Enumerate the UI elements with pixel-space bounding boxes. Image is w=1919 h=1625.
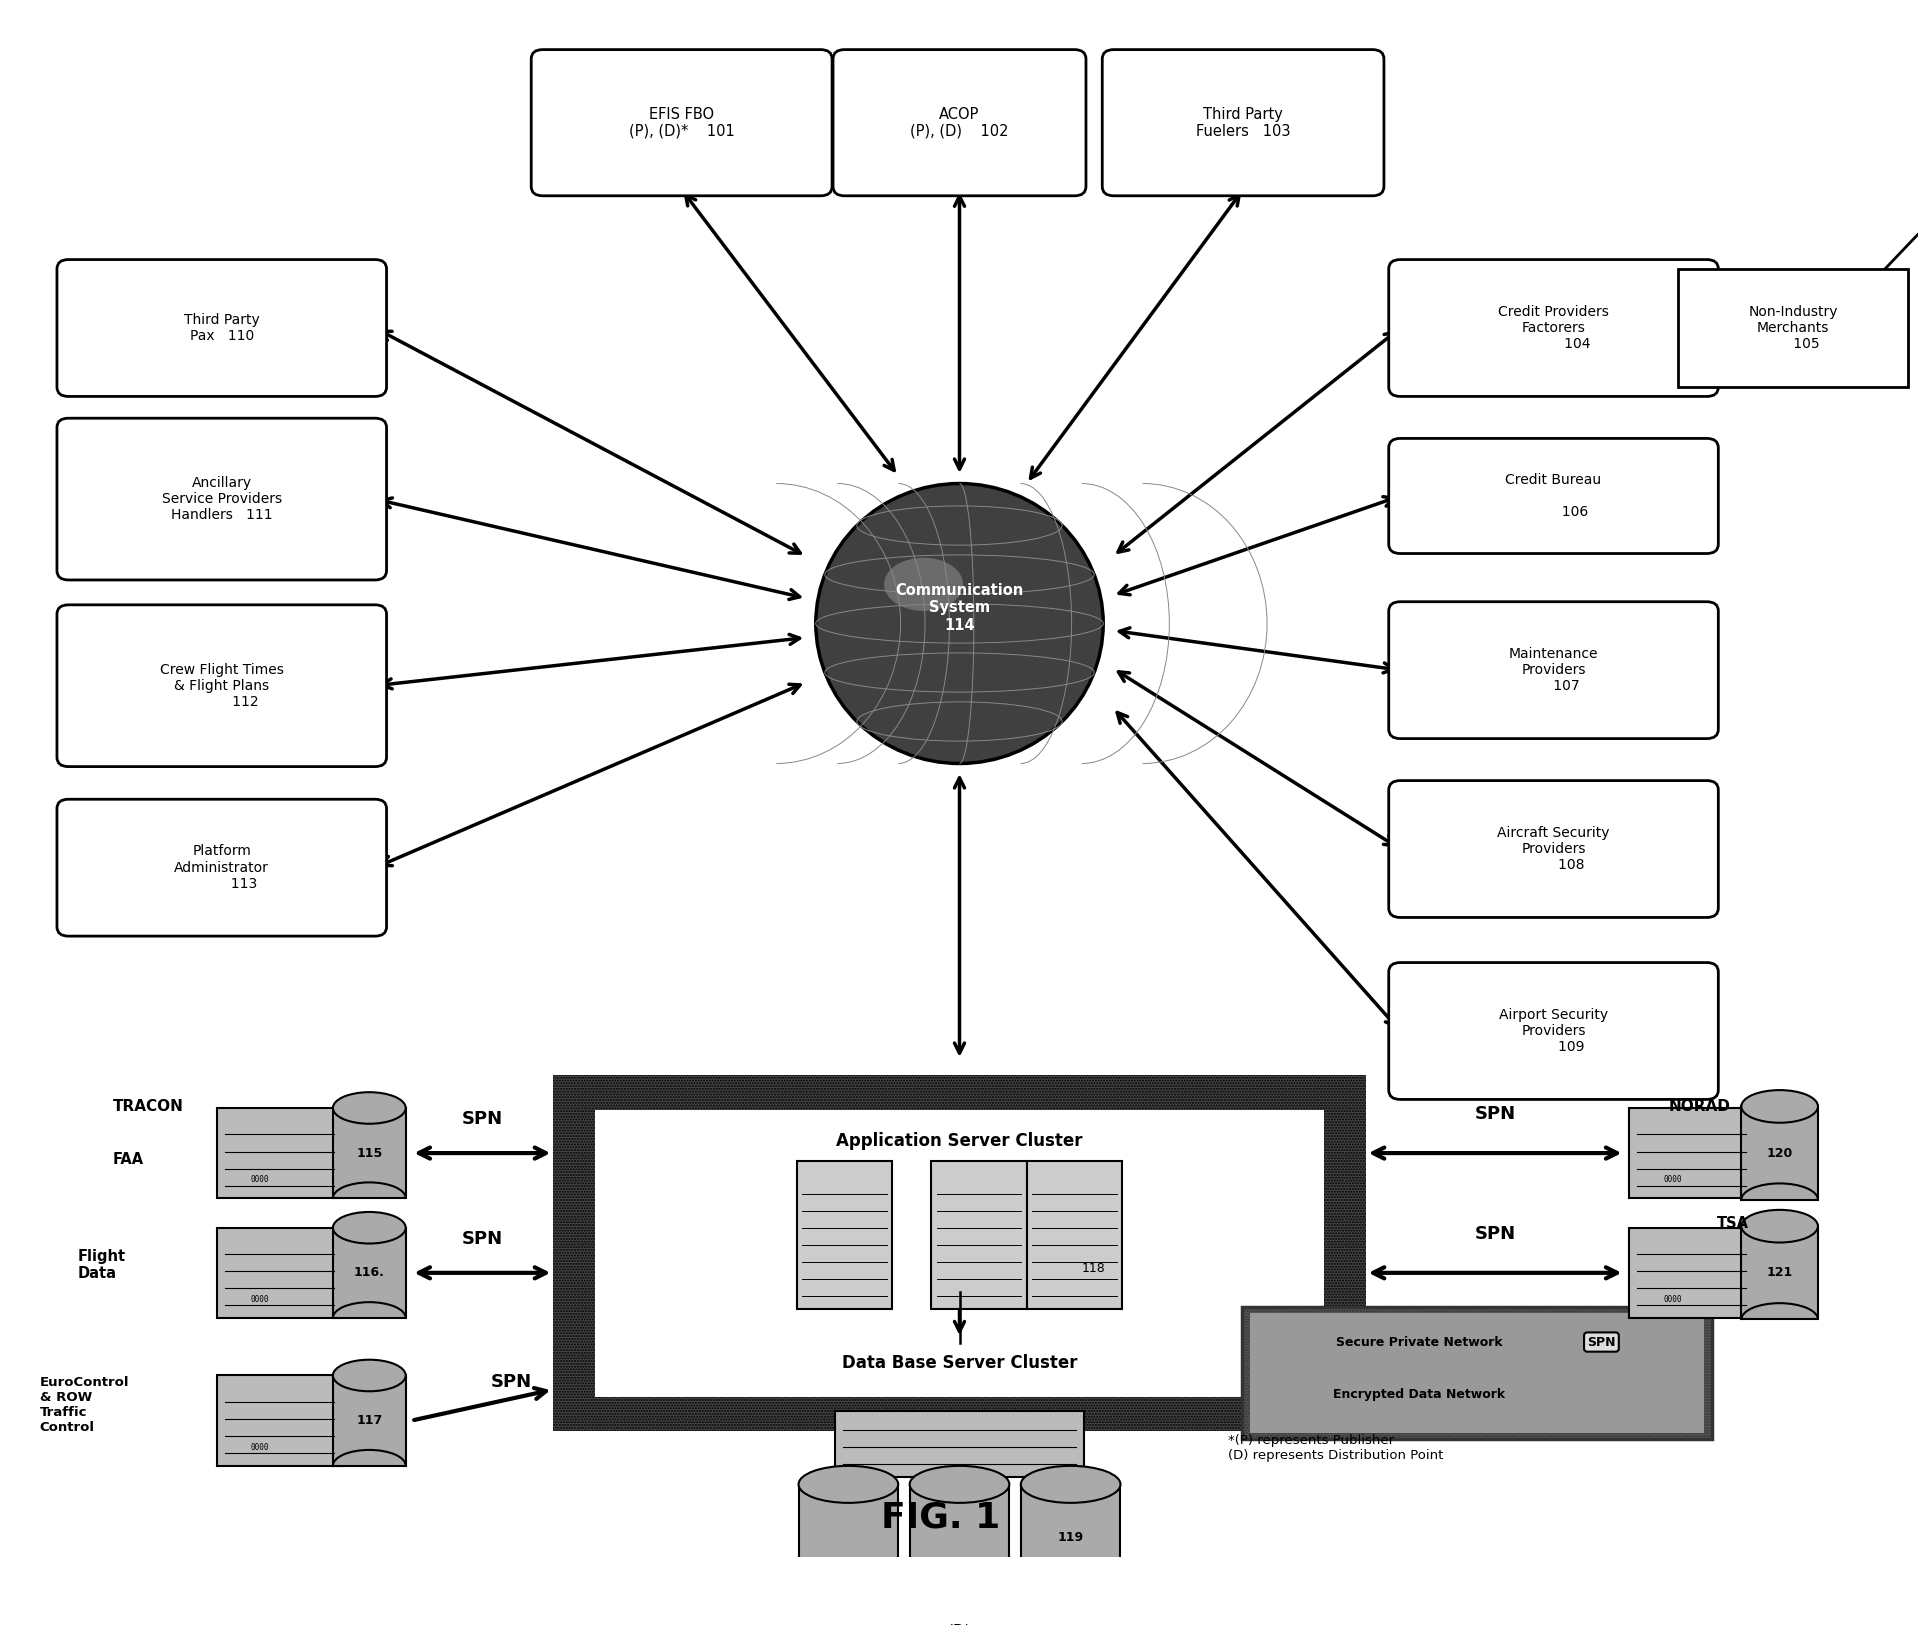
Bar	[1629, 1228, 1754, 1318]
Text: Flight
Data: Flight Data	[79, 1250, 127, 1280]
Text: Credit Providers
Factorers
           104: Credit Providers Factorers 104	[1499, 306, 1608, 351]
Text: Data Base Server Cluster: Data Base Server Cluster	[842, 1354, 1077, 1372]
Text: Non-Industry
Merchants
      105: Non-Industry Merchants 105	[1748, 306, 1838, 351]
FancyBboxPatch shape	[58, 604, 386, 767]
FancyBboxPatch shape	[58, 800, 386, 936]
Bar	[217, 1375, 342, 1466]
Text: NORAD: NORAD	[1668, 1098, 1731, 1113]
FancyBboxPatch shape	[1389, 260, 1718, 396]
Bar	[553, 1076, 1366, 1432]
FancyBboxPatch shape	[1389, 962, 1718, 1100]
Bar	[835, 1410, 1084, 1477]
Ellipse shape	[332, 1360, 405, 1391]
Bar	[217, 1108, 342, 1198]
Text: 120: 120	[1767, 1147, 1792, 1160]
Text: Secure Private Network: Secure Private Network	[1336, 1336, 1503, 1349]
Ellipse shape	[332, 1212, 405, 1243]
Bar	[1242, 1306, 1712, 1440]
Text: Ancillary
Service Providers
Handlers   111: Ancillary Service Providers Handlers 111	[161, 476, 282, 522]
Bar	[1249, 1313, 1704, 1433]
Text: EFIS FBO
(P), (D)*    101: EFIS FBO (P), (D)* 101	[629, 107, 735, 138]
Text: FAA: FAA	[113, 1152, 144, 1167]
FancyBboxPatch shape	[58, 418, 386, 580]
Text: Third Party
Pax   110: Third Party Pax 110	[184, 314, 259, 343]
Text: *(P) represents Publisher
(D) represents Distribution Point: *(P) represents Publisher (D) represents…	[1228, 1433, 1443, 1462]
Text: 117: 117	[357, 1414, 382, 1427]
Text: 0000: 0000	[251, 1295, 269, 1303]
Text: Crew Flight Times
& Flight Plans
           112: Crew Flight Times & Flight Plans 112	[159, 663, 284, 708]
Bar	[931, 1160, 1027, 1308]
Text: TRACON: TRACON	[113, 1098, 184, 1113]
Bar	[332, 1375, 405, 1466]
Text: FIG. 1: FIG. 1	[881, 1502, 1000, 1534]
Text: 118: 118	[1082, 1263, 1105, 1276]
Text: (D): (D)	[948, 1623, 971, 1625]
Bar	[1027, 1160, 1123, 1308]
FancyBboxPatch shape	[58, 260, 386, 396]
Bar	[910, 1484, 1009, 1591]
Text: SPN: SPN	[491, 1373, 532, 1391]
Text: Communication
System
114: Communication System 114	[896, 583, 1023, 632]
FancyBboxPatch shape	[1389, 601, 1718, 739]
Text: EuroControl
& ROW
Traffic
Control: EuroControl & ROW Traffic Control	[40, 1376, 129, 1433]
Text: Aircraft Security
Providers
        108: Aircraft Security Providers 108	[1497, 826, 1610, 873]
Ellipse shape	[332, 1092, 405, 1124]
Text: Application Server Cluster: Application Server Cluster	[837, 1131, 1082, 1149]
Text: 116.: 116.	[353, 1266, 384, 1279]
Ellipse shape	[885, 557, 963, 611]
Text: Third Party
Fuelers   103: Third Party Fuelers 103	[1196, 107, 1290, 138]
Ellipse shape	[1741, 1211, 1817, 1243]
Bar	[332, 1108, 405, 1198]
Ellipse shape	[910, 1466, 1009, 1503]
Text: Airport Security
Providers
        109: Airport Security Providers 109	[1499, 1008, 1608, 1055]
FancyBboxPatch shape	[1102, 50, 1384, 195]
Text: 0000: 0000	[1664, 1295, 1681, 1303]
Text: 0000: 0000	[1664, 1175, 1681, 1185]
Text: SPN: SPN	[1474, 1225, 1516, 1243]
Ellipse shape	[816, 484, 1103, 764]
Bar	[217, 1228, 342, 1318]
Text: Encrypted Data Network: Encrypted Data Network	[1334, 1388, 1506, 1401]
Text: Credit Bureau

          106: Credit Bureau 106	[1506, 473, 1602, 518]
Bar	[798, 1484, 898, 1591]
Text: 119: 119	[1057, 1531, 1084, 1544]
FancyBboxPatch shape	[1389, 439, 1718, 554]
FancyBboxPatch shape	[532, 50, 833, 195]
FancyBboxPatch shape	[1389, 780, 1718, 918]
Text: 121: 121	[1767, 1266, 1792, 1279]
Text: SPN: SPN	[462, 1230, 503, 1248]
Text: SPN: SPN	[462, 1110, 503, 1128]
Text: Maintenance
Providers
      107: Maintenance Providers 107	[1508, 647, 1599, 694]
Bar	[1021, 1484, 1121, 1591]
Ellipse shape	[1021, 1466, 1121, 1503]
Ellipse shape	[798, 1466, 898, 1503]
Bar	[1677, 268, 1907, 387]
Text: TSA: TSA	[1716, 1216, 1748, 1230]
Text: 0000: 0000	[251, 1443, 269, 1451]
Bar	[1741, 1227, 1817, 1320]
Ellipse shape	[1741, 1090, 1817, 1123]
Text: 0000: 0000	[251, 1175, 269, 1185]
Bar	[1741, 1107, 1817, 1199]
Text: 115: 115	[357, 1147, 382, 1160]
Text: SPN: SPN	[1474, 1105, 1516, 1123]
Bar	[1629, 1108, 1754, 1198]
Text: ACOP
(P), (D)    102: ACOP (P), (D) 102	[910, 107, 1009, 138]
Bar	[332, 1228, 405, 1318]
FancyBboxPatch shape	[833, 50, 1086, 195]
Text: SPN: SPN	[1587, 1336, 1616, 1349]
Bar	[796, 1160, 892, 1308]
Text: Platform
Administrator
          113: Platform Administrator 113	[175, 845, 269, 890]
Bar	[595, 1110, 1324, 1398]
